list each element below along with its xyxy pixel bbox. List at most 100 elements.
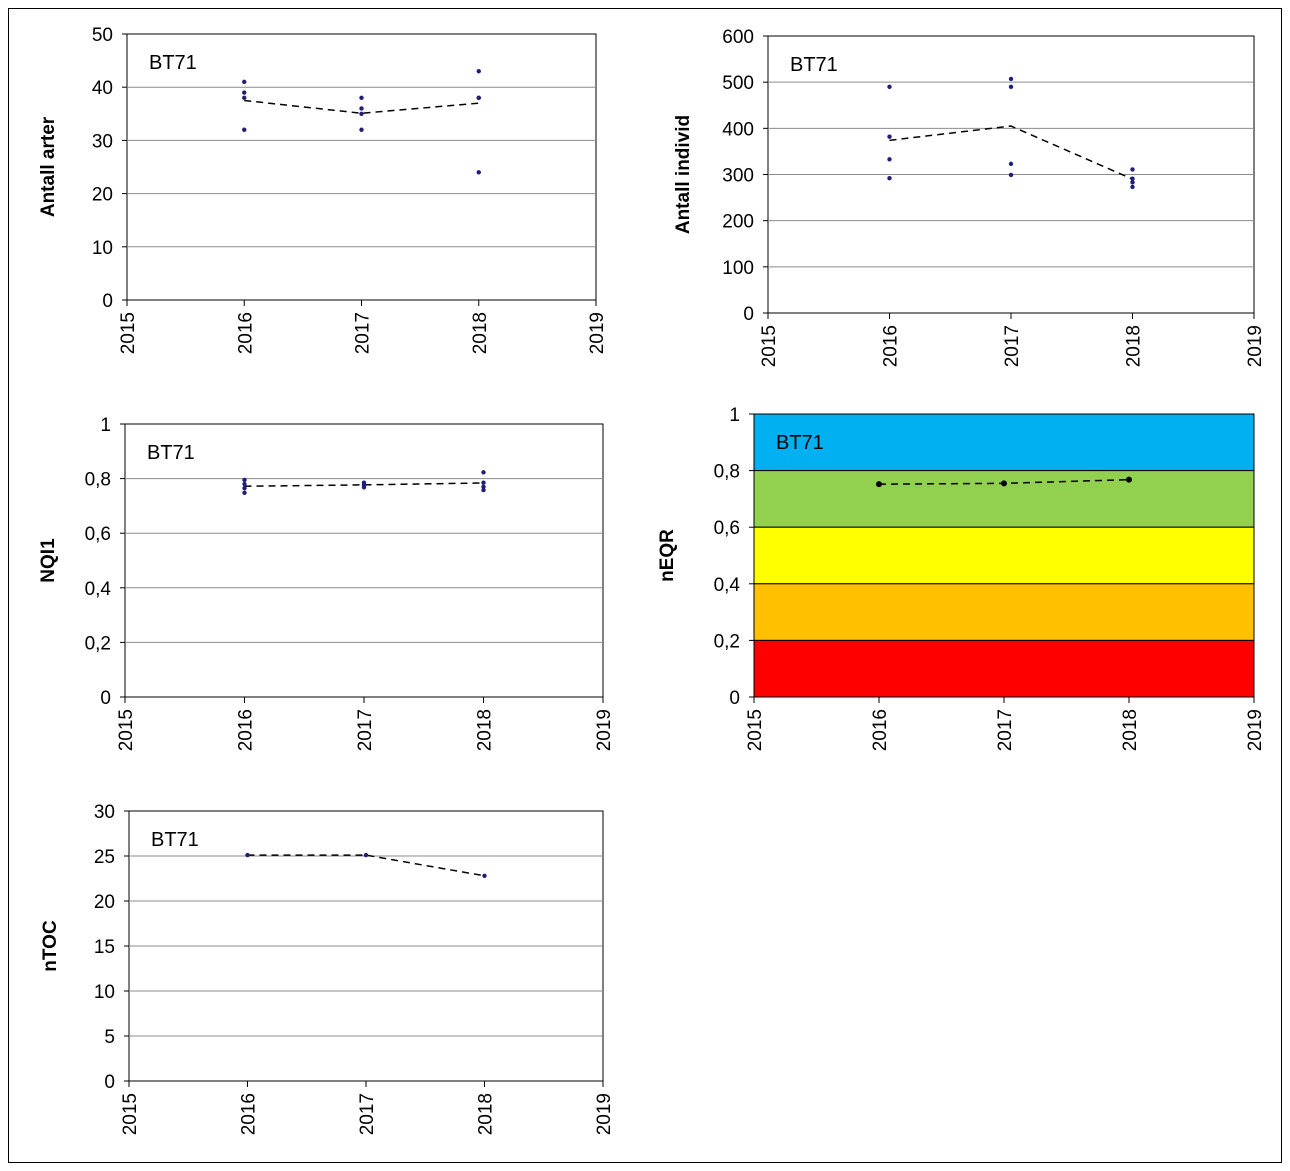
data-point (1126, 476, 1132, 483)
x-tick-label: 2015 (745, 709, 766, 751)
status-band-2 (753, 526, 1255, 585)
x-tick-label: 2017 (357, 1093, 378, 1135)
x-tick-label: 2019 (594, 1093, 615, 1135)
y-tick-label: 30 (94, 802, 115, 823)
data-point (359, 106, 364, 111)
y-tick-label: 400 (722, 119, 754, 140)
data-point (481, 487, 486, 493)
data-point (242, 127, 247, 132)
data-point (1130, 184, 1135, 190)
y-tick-label: 0,6 (85, 524, 111, 545)
data-point (1008, 161, 1014, 167)
plot-area (126, 33, 597, 301)
figure-frame (8, 8, 1282, 1163)
y-tick-label: 50 (92, 25, 113, 46)
y-tick-label: 500 (722, 73, 754, 94)
x-tick-label: 2016 (870, 709, 891, 751)
y-tick-label: 1 (100, 415, 111, 436)
x-tick-label: 2016 (235, 312, 256, 354)
status-band-1 (753, 470, 1255, 528)
data-point (363, 852, 369, 858)
x-tick-label: 2018 (475, 709, 496, 751)
x-tick-label: 2018 (1120, 709, 1141, 751)
data-point (1008, 84, 1014, 89)
y-tick-label: 0,6 (714, 518, 740, 539)
data-point (476, 95, 481, 101)
data-point (476, 170, 481, 175)
mean-line (247, 854, 485, 877)
data-point (887, 175, 892, 181)
data-point (1001, 480, 1007, 487)
data-point (481, 484, 486, 489)
x-tick-label: 2018 (470, 312, 491, 354)
data-point (242, 79, 247, 85)
data-point (359, 111, 364, 117)
y-tick-label: 10 (94, 982, 115, 1003)
y-axis-label: Antall arter (38, 116, 59, 217)
x-tick-label: 2015 (116, 709, 137, 751)
y-tick-label: 0 (104, 1072, 115, 1093)
data-point (1130, 180, 1135, 185)
y-tick-label: 600 (722, 27, 754, 48)
data-point (245, 852, 250, 858)
data-point (1130, 176, 1135, 181)
data-point (242, 477, 247, 483)
y-tick-label: 25 (94, 847, 115, 868)
y-axis-label: nTOC (40, 920, 61, 972)
y-tick-label: 1 (729, 405, 740, 426)
data-point (887, 157, 892, 162)
station-label: BT71 (151, 829, 199, 851)
status-band-3 (753, 583, 1255, 641)
y-tick-label: 0 (729, 688, 740, 709)
station-label: BT71 (790, 54, 838, 76)
chart-4: 0 0,2 0,4 0,6 0,8 1 2015 2016 2017 2018 2019 nEQR BT… (657, 405, 1266, 751)
y-tick-label: 200 (722, 212, 754, 233)
station-label: BT71 (776, 432, 824, 454)
y-tick-label: 0,2 (714, 631, 740, 652)
y-tick-label: 10 (92, 238, 113, 259)
x-tick-label: 2015 (118, 312, 139, 354)
y-tick-label: 30 (92, 131, 113, 152)
data-point (359, 127, 364, 132)
y-tick-label: 0,8 (85, 470, 111, 491)
station-label: BT71 (147, 442, 195, 464)
y-tick-label: 0 (743, 304, 754, 325)
data-point (876, 481, 882, 488)
y-tick-label: 20 (94, 892, 115, 913)
data-point (1008, 172, 1014, 178)
data-point (242, 485, 247, 491)
x-tick-label: 2019 (1245, 709, 1266, 751)
y-tick-label: 0,4 (714, 575, 741, 596)
y-tick-label: 5 (104, 1027, 115, 1048)
x-tick-label: 2016 (881, 325, 902, 367)
station-label: BT71 (149, 52, 197, 74)
mean-line (244, 482, 484, 487)
y-tick-label: 0,2 (85, 633, 111, 654)
y-tick-label: 0 (102, 291, 113, 312)
x-tick-label: 2017 (1002, 325, 1023, 367)
data-point (1130, 167, 1135, 172)
data-point (481, 470, 486, 475)
data-point (242, 490, 247, 495)
x-tick-label: 2017 (995, 709, 1016, 751)
chart-5: 0 5 10 15 20 25 30 2015 2016 2017 2018 2019 nTOC BT71 (40, 802, 615, 1135)
x-tick-label: 2016 (236, 709, 257, 751)
y-tick-label: 20 (92, 185, 113, 206)
data-point (887, 134, 892, 139)
x-tick-label: 2016 (239, 1093, 260, 1135)
data-point (887, 84, 892, 89)
y-tick-label: 300 (722, 166, 754, 187)
mean-line (244, 99, 479, 115)
x-tick-label: 2015 (759, 325, 780, 367)
data-point (361, 485, 367, 490)
data-point (242, 95, 247, 101)
y-tick-label: 0,4 (85, 579, 112, 600)
x-tick-label: 2019 (1245, 325, 1266, 367)
data-point (476, 69, 481, 74)
x-tick-label: 2018 (476, 1093, 497, 1135)
status-band-4 (753, 639, 1255, 698)
y-tick-label: 0 (100, 688, 111, 709)
y-tick-label: 15 (94, 937, 115, 958)
data-point (482, 873, 487, 878)
